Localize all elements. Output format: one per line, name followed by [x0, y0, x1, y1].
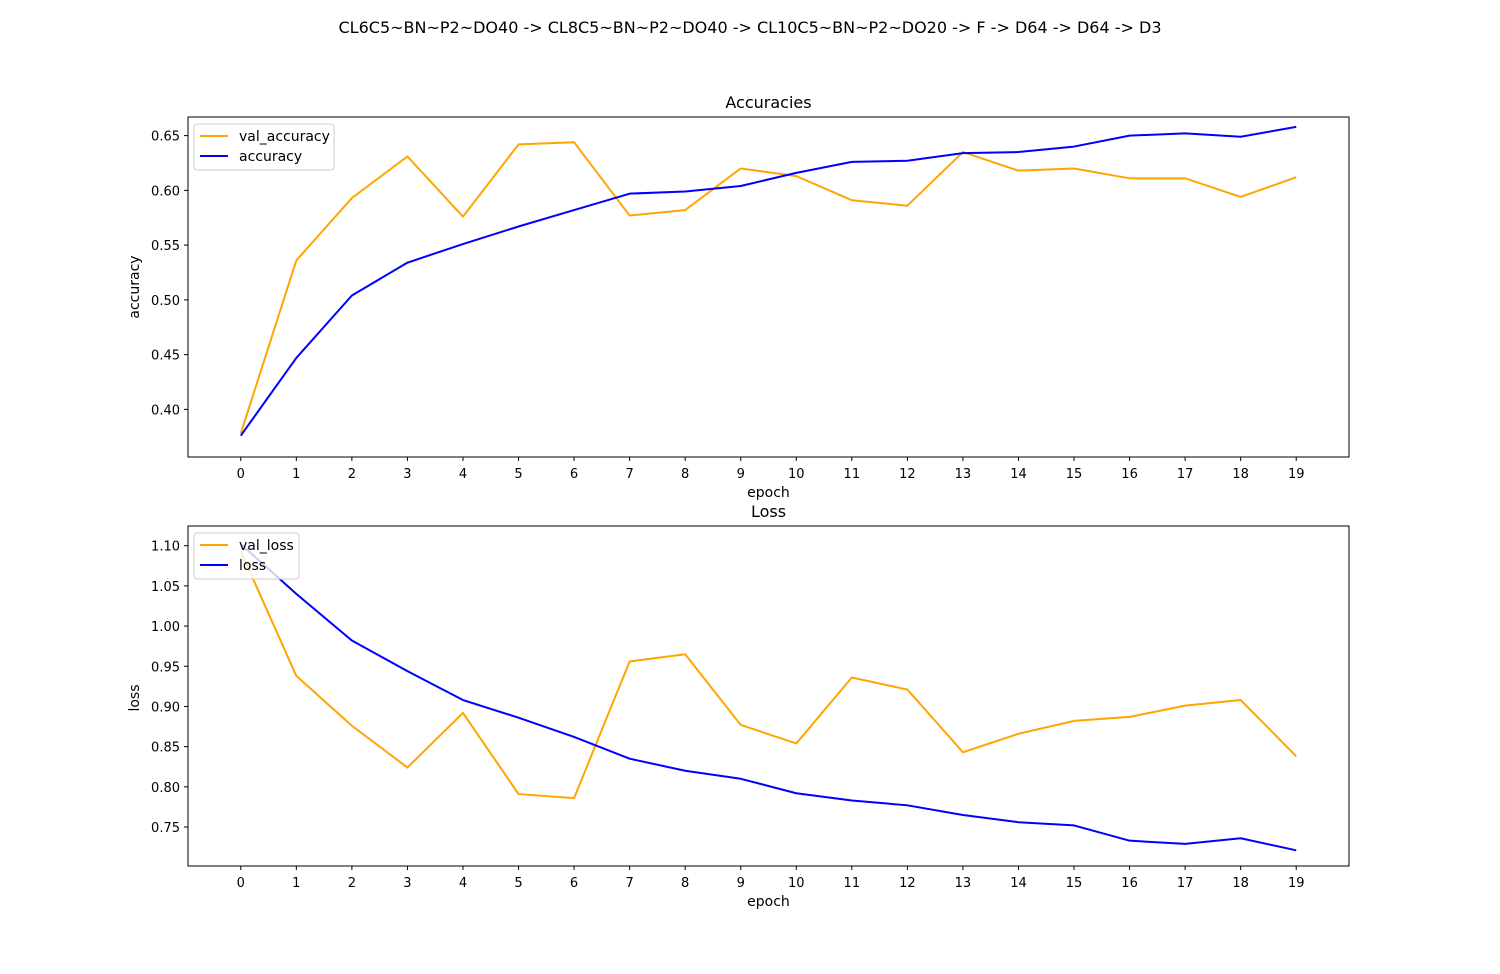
- loss-series-line-val_loss: [239, 550, 1297, 800]
- loss-xtick-label-0: 0: [237, 876, 245, 891]
- accuracy-xlabel: epoch: [747, 485, 790, 501]
- loss-xtick-label-9: 9: [737, 876, 745, 891]
- loss-plot-layer: 0 1 2 3 4 5 6 7 8 9 10 11 12 13 14 15 16 17 18 190.750.800.…: [151, 540, 1304, 891]
- loss-subplot: Loss 0 1 2 3 4 5 6 7 8 9 10 11 12 13 14 15 16 17 18 190.750…: [127, 502, 1350, 910]
- accuracy-xtick-label-13: 13: [955, 467, 972, 482]
- accuracy-xtick-label-12: 12: [899, 467, 916, 482]
- loss-ytick-label-1: 0.80: [151, 781, 180, 796]
- accuracy-xtick-label-10: 10: [788, 467, 805, 482]
- loss-legend-label-val: val_loss: [239, 538, 294, 554]
- accuracy-xtick-label-2: 2: [348, 467, 356, 482]
- accuracy-xtick-label-5: 5: [514, 467, 522, 482]
- accuracy-xtick-label-19: 19: [1288, 467, 1305, 482]
- accuracy-xtick-label-4: 4: [459, 467, 467, 482]
- accuracy-axes-frame: [187, 116, 1350, 458]
- accuracy-xtick-label-3: 3: [403, 467, 411, 482]
- accuracy-ytick-label-5: 0.65: [151, 130, 180, 145]
- accuracy-xtick-label-8: 8: [681, 467, 689, 482]
- loss-ytick-label-7: 1.10: [151, 540, 180, 555]
- accuracy-ytick-label-3: 0.55: [151, 239, 180, 254]
- accuracy-legend-box: [193, 123, 335, 171]
- loss-xtick-label-13: 13: [955, 876, 972, 891]
- loss-xtick-label-19: 19: [1288, 876, 1305, 891]
- accuracy-series-line-accuracy: [239, 125, 1297, 437]
- loss-ytick-label-0: 0.75: [151, 821, 180, 836]
- loss-ytick-label-6: 1.05: [151, 580, 180, 595]
- accuracy-xtick-label-0: 0: [237, 467, 245, 482]
- accuracy-legend: val_accuracy accuracy: [193, 123, 335, 171]
- accuracy-xtick-label-15: 15: [1066, 467, 1083, 482]
- accuracy-ylabel: accuracy: [127, 255, 143, 318]
- accuracy-xtick-label-16: 16: [1121, 467, 1138, 482]
- loss-legend: val_loss loss: [193, 532, 300, 580]
- loss-xtick-label-15: 15: [1066, 876, 1083, 891]
- accuracy-xtick-label-9: 9: [737, 467, 745, 482]
- loss-xtick-label-17: 17: [1177, 876, 1194, 891]
- accuracy-xtick-label-17: 17: [1177, 467, 1194, 482]
- loss-ytick-label-5: 1.00: [151, 620, 180, 635]
- loss-xtick-label-10: 10: [788, 876, 805, 891]
- accuracy-xtick-label-7: 7: [625, 467, 633, 482]
- accuracy-xtick-label-14: 14: [1010, 467, 1027, 482]
- accuracy-ytick-label-2: 0.50: [151, 294, 180, 309]
- loss-xtick-label-14: 14: [1010, 876, 1027, 891]
- loss-xlabel: epoch: [747, 894, 790, 910]
- suptitle: CL6C5~BN~P2~DO40 -> CL8C5~BN~P2~DO40 -> …: [339, 18, 1162, 37]
- loss-xtick-label-11: 11: [844, 876, 861, 891]
- accuracy-xtick-label-6: 6: [570, 467, 578, 482]
- loss-xtick-label-6: 6: [570, 876, 578, 891]
- loss-ytick-label-4: 0.95: [151, 660, 180, 675]
- accuracy-ytick-label-4: 0.60: [151, 184, 180, 199]
- accuracy-legend-label-train: accuracy: [239, 149, 302, 165]
- accuracy-xtick-label-18: 18: [1232, 467, 1249, 482]
- accuracy-xtick-label-11: 11: [844, 467, 861, 482]
- accuracy-legend-label-val: val_accuracy: [239, 129, 330, 145]
- loss-title: Loss: [751, 502, 786, 521]
- accuracy-plot-layer: 0 1 2 3 4 5 6 7 8 9 10 11 12 13 14 15 16 17 18 190.400.450.…: [151, 125, 1305, 482]
- accuracy-title: Accuracies: [725, 93, 811, 112]
- loss-xtick-label-3: 3: [403, 876, 411, 891]
- accuracy-series-line-val_accuracy: [239, 141, 1297, 434]
- loss-xtick-label-18: 18: [1232, 876, 1249, 891]
- accuracy-subplot: Accuracies 0 1 2 3 4 5 6 7 8 9 10 11 12 13 14 15 16 17 18 1…: [127, 93, 1350, 501]
- loss-ylabel: loss: [127, 684, 143, 711]
- loss-series-line-loss: [240, 543, 1297, 852]
- loss-xtick-label-16: 16: [1121, 876, 1138, 891]
- accuracy-ytick-label-1: 0.45: [151, 349, 180, 364]
- loss-xtick-label-7: 7: [625, 876, 633, 891]
- loss-xtick-label-5: 5: [514, 876, 522, 891]
- loss-axes-frame: [187, 525, 1350, 867]
- accuracy-xtick-label-1: 1: [292, 467, 300, 482]
- loss-ytick-label-3: 0.90: [151, 700, 180, 715]
- loss-xtick-label-8: 8: [681, 876, 689, 891]
- loss-xtick-label-2: 2: [348, 876, 356, 891]
- loss-legend-label-train: loss: [239, 558, 266, 574]
- loss-xtick-label-12: 12: [899, 876, 916, 891]
- loss-xtick-label-1: 1: [292, 876, 300, 891]
- loss-xtick-label-4: 4: [459, 876, 467, 891]
- loss-ytick-label-2: 0.85: [151, 741, 180, 756]
- accuracy-ytick-label-0: 0.40: [151, 403, 180, 418]
